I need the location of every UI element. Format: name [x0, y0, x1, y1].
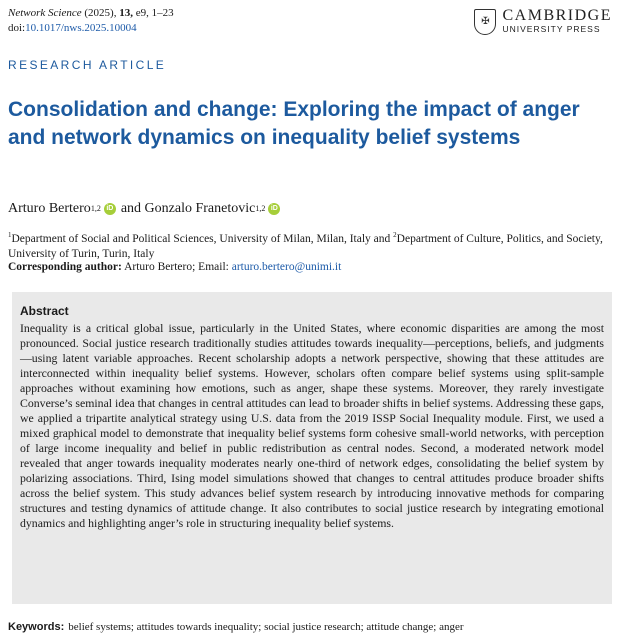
keywords-label: Keywords:	[8, 621, 65, 633]
corresponding-author: Corresponding author: Arturo Bertero; Em…	[8, 260, 341, 275]
keywords-text: belief systems; attitudes towards inequa…	[68, 621, 464, 633]
abstract-text: Inequality is a critical global issue, p…	[20, 321, 604, 530]
journal-info-line: Network Science (2025), 13, e9, 1–23	[8, 6, 174, 21]
article-type: RESEARCH ARTICLE	[8, 58, 167, 72]
affil-text: Department of Social and Political Scien…	[11, 232, 394, 245]
author-conjunction: and	[120, 201, 142, 216]
journal-year: (2025),	[84, 7, 117, 19]
publisher-logo: ✠ CAMBRIDGE UNIVERSITY PRESS	[474, 8, 612, 35]
author-affil-sup: 1,2	[255, 204, 266, 213]
author-name: Gonzalo Franetovic	[144, 201, 256, 216]
corresponding-label: Corresponding author:	[8, 261, 122, 273]
publisher-name: CAMBRIDGE	[502, 7, 612, 24]
email-link[interactable]: arturo.bertero@unimi.it	[231, 261, 342, 273]
affiliations: 1Department of Social and Political Scie…	[8, 228, 608, 262]
orcid-icon[interactable]: iD	[103, 203, 116, 215]
keywords: Keywords: belief systems; attitudes towar…	[8, 620, 464, 634]
affil-sup: 1	[8, 231, 12, 239]
abstract-heading: Abstract	[20, 304, 69, 318]
abstract-box: Abstract Inequality is a critical global…	[12, 292, 612, 604]
journal-volume: 13,	[119, 7, 133, 19]
author-affil-sup: 1,2	[90, 204, 101, 213]
affil-sup: 2	[393, 231, 397, 239]
affil-text: Department of Culture, Politics, and Soc…	[8, 232, 603, 260]
publisher-subtitle: UNIVERSITY PRESS	[502, 24, 601, 34]
corresponding-name: Arturo Bertero; Email:	[124, 261, 229, 273]
doi-link[interactable]: 10.1017/nws.2025.10004	[25, 22, 137, 34]
journal-citation: Network Science (2025), 13, e9, 1–23 doi…	[8, 6, 174, 36]
author-name: Arturo Bertero	[8, 201, 91, 216]
orcid-icon[interactable]: iD	[268, 203, 281, 215]
journal-pages: e9, 1–23	[135, 7, 174, 19]
cambridge-crest-icon: ✠	[474, 8, 497, 35]
doi-prefix: doi:	[8, 22, 26, 34]
doi-line: doi:10.1017/nws.2025.10004	[8, 21, 174, 36]
author-list: Arturo Bertero 1,2 iD and Gonzalo Franeto…	[8, 200, 285, 218]
journal-name: Network Science	[8, 7, 82, 19]
article-title: Consolidation and change: Exploring the …	[8, 98, 580, 149]
